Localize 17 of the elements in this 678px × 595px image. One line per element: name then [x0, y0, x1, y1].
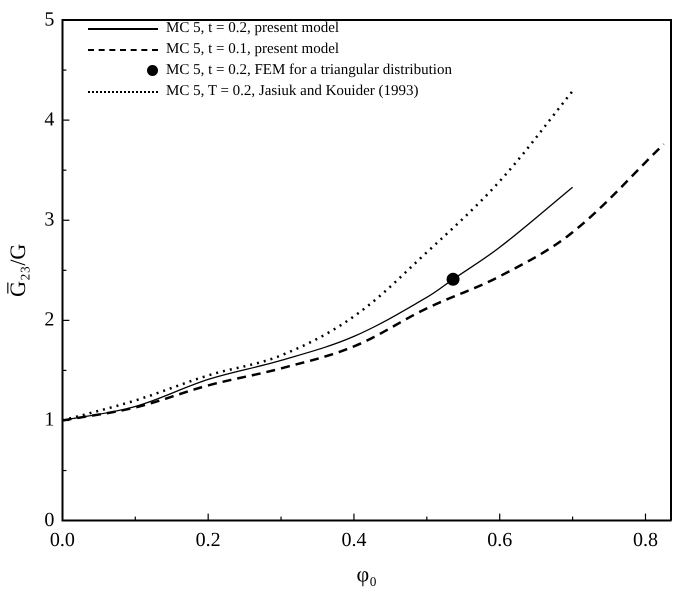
y-tick-label: 3 — [44, 208, 54, 230]
y-tick-label: 2 — [44, 308, 54, 331]
y-tick-label: 4 — [44, 108, 54, 130]
x-tick-label: 0.4 — [341, 528, 366, 551]
legend-label: MC 5, t = 0.1, present model — [166, 40, 340, 59]
x-axis-title: φ₀ — [356, 562, 377, 587]
y-axis-title: G̅₂₃/G — [4, 244, 30, 297]
y-tick-label: 5 — [44, 8, 54, 30]
x-tick-label: 0.6 — [487, 528, 512, 551]
x-tick-label: 0.8 — [632, 528, 658, 551]
x-tick-label: 0.2 — [196, 528, 221, 551]
y-tick-label: 0 — [44, 508, 54, 531]
legend-label: MC 5, t = 0.2, present model — [166, 19, 340, 38]
legend-label: MC 5, t = 0.2, FEM for a triangular distribution — [166, 61, 452, 80]
legend-label: MC 5, T = 0.2, Jasiuk and Kouider (1993) — [166, 82, 418, 101]
x-tick-label: 0.0 — [50, 528, 75, 551]
y-tick-label: 1 — [44, 408, 54, 431]
